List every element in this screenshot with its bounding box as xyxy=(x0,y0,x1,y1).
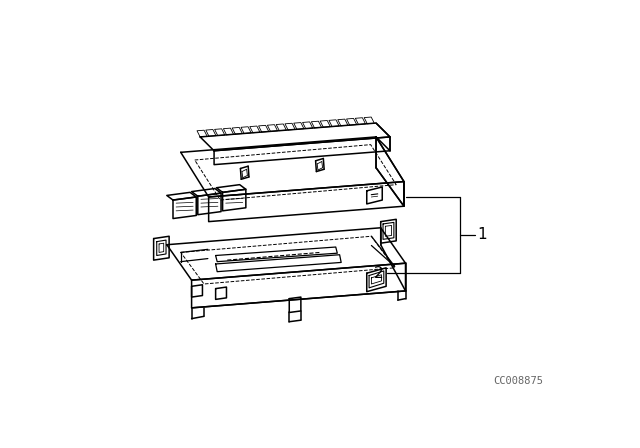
Polygon shape xyxy=(223,189,246,211)
Polygon shape xyxy=(289,297,301,313)
Polygon shape xyxy=(209,181,404,222)
Polygon shape xyxy=(214,129,225,136)
Polygon shape xyxy=(250,126,260,133)
Polygon shape xyxy=(347,118,356,125)
Polygon shape xyxy=(303,122,313,129)
Text: CC008875: CC008875 xyxy=(493,376,543,386)
Polygon shape xyxy=(180,137,404,197)
Polygon shape xyxy=(312,121,321,128)
Polygon shape xyxy=(241,127,251,134)
Polygon shape xyxy=(167,228,406,280)
Polygon shape xyxy=(216,185,246,192)
Polygon shape xyxy=(232,127,243,134)
Polygon shape xyxy=(223,128,234,135)
Polygon shape xyxy=(198,193,221,215)
Polygon shape xyxy=(154,236,169,260)
Polygon shape xyxy=(191,263,406,308)
Polygon shape xyxy=(294,123,304,129)
Polygon shape xyxy=(206,129,216,136)
Polygon shape xyxy=(173,197,196,219)
Polygon shape xyxy=(197,130,207,137)
Polygon shape xyxy=(200,123,390,151)
Polygon shape xyxy=(285,123,295,130)
Polygon shape xyxy=(214,137,390,165)
Polygon shape xyxy=(376,137,404,206)
Polygon shape xyxy=(329,120,339,126)
Polygon shape xyxy=(367,268,386,292)
Polygon shape xyxy=(355,118,365,125)
Polygon shape xyxy=(320,121,330,127)
Polygon shape xyxy=(216,287,227,299)
Polygon shape xyxy=(381,220,396,243)
Polygon shape xyxy=(338,119,348,126)
Polygon shape xyxy=(191,189,221,196)
Polygon shape xyxy=(367,187,382,204)
Polygon shape xyxy=(259,125,269,132)
Text: 2: 2 xyxy=(373,266,383,281)
Polygon shape xyxy=(268,125,278,131)
Polygon shape xyxy=(167,192,196,200)
Polygon shape xyxy=(364,117,374,124)
Polygon shape xyxy=(191,285,202,297)
Polygon shape xyxy=(276,124,286,131)
Text: 1: 1 xyxy=(477,227,487,242)
